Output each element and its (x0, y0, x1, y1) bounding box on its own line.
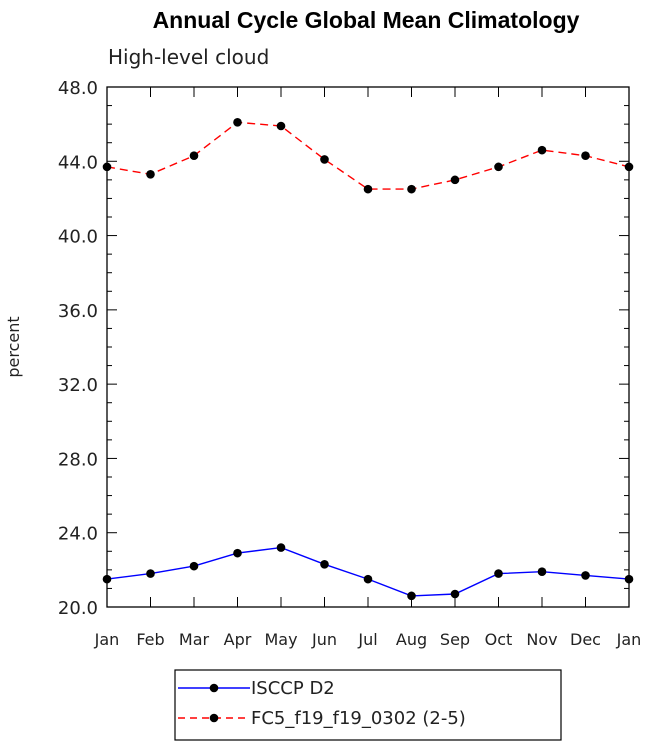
y-tick-label: 40.0 (58, 227, 98, 248)
y-tick-label: 24.0 (58, 524, 98, 545)
x-tick-label: Feb (136, 630, 164, 649)
data-point-0 (233, 548, 242, 558)
x-tick-label: Oct (485, 630, 513, 649)
legend-box (174, 669, 562, 741)
data-point-1 (363, 184, 373, 194)
data-point-1 (407, 184, 416, 194)
y-tick-labels: 20.0 24.0 28.0 32.0 36.0 40.0 44.0 48.0 (58, 78, 98, 619)
y-tick-label: 44.0 (58, 152, 98, 173)
data-point-1 (494, 162, 503, 172)
x-tick-label: May (264, 630, 297, 649)
legend-marker-fc5 (209, 713, 219, 723)
data-point-1 (146, 169, 155, 179)
data-point-0 (450, 589, 460, 599)
data-point-0 (363, 574, 373, 584)
x-tick-label: Jan (94, 630, 120, 649)
data-point-0 (320, 559, 329, 569)
axis-ticks (106, 86, 630, 608)
plot-frame (106, 86, 630, 608)
y-tick-label: 32.0 (58, 375, 98, 396)
x-tick-label: Sep (440, 630, 470, 649)
data-point-1 (320, 155, 329, 164)
series-layer (102, 117, 634, 601)
data-point-0 (276, 543, 286, 552)
legend: ISCCP D2 FC5_f19_f19_0302 (2-5) (174, 669, 562, 741)
x-tick-label: Aug (396, 630, 427, 649)
chart-title: Annual Cycle Global Mean Climatology (153, 7, 580, 33)
chart-subtitle: High-level cloud (108, 45, 269, 69)
data-point-1 (189, 151, 199, 161)
x-tick-label: Jun (311, 630, 337, 649)
legend-marker-isccp (209, 683, 219, 693)
legend-label-isccp: ISCCP D2 (251, 678, 335, 699)
y-tick-label: 20.0 (58, 598, 98, 619)
legend-label-fc5: FC5_f19_f19_0302 (2-5) (251, 708, 466, 729)
x-tick-label: Nov (526, 630, 557, 649)
data-point-0 (537, 567, 547, 577)
y-tick-label: 28.0 (58, 449, 98, 470)
x-tick-label: Dec (570, 630, 601, 649)
data-point-0 (494, 569, 503, 578)
data-point-1 (581, 151, 590, 161)
data-point-0 (189, 561, 199, 571)
data-point-0 (581, 571, 590, 580)
data-point-1 (233, 117, 242, 127)
data-point-1 (537, 145, 547, 155)
x-tick-label: Mar (179, 630, 210, 649)
data-point-0 (407, 591, 416, 601)
y-tick-label: 48.0 (58, 78, 98, 99)
x-tick-labels: Jan Feb Mar Apr May Jun Jul Aug Sep Oct Nov Dec Jan (94, 630, 642, 649)
series-line-1 (106, 121, 630, 190)
data-point-0 (146, 569, 155, 578)
data-point-1 (450, 175, 460, 185)
x-tick-label: Jul (357, 630, 377, 649)
data-point-1 (276, 121, 286, 131)
y-axis-label: percent (4, 316, 23, 377)
series-line-0 (106, 546, 630, 597)
x-tick-label: Jan (616, 630, 642, 649)
y-tick-label: 36.0 (58, 301, 98, 322)
x-tick-label: Apr (224, 630, 252, 649)
